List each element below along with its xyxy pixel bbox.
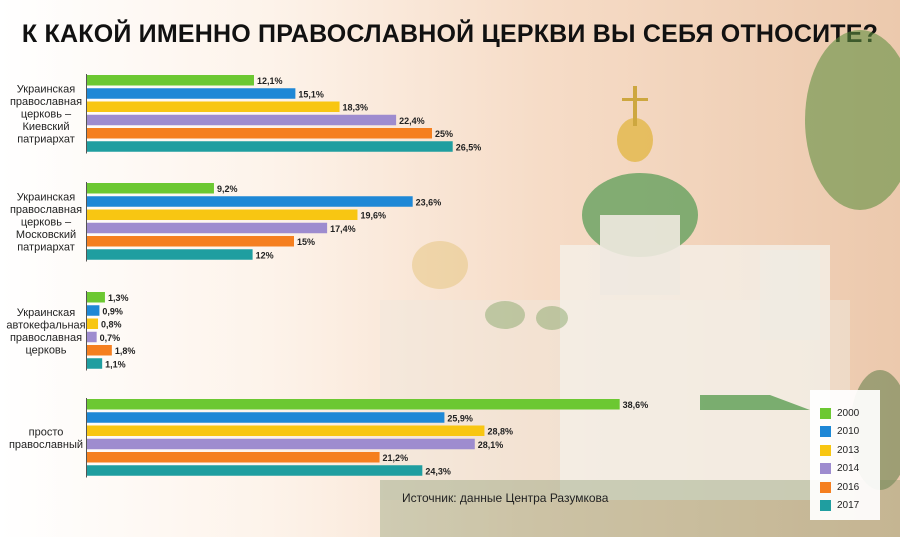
data-label: 1,1% <box>105 359 126 369</box>
bar-2013 <box>87 425 485 436</box>
legend-item-2017: 2017 <box>820 499 859 513</box>
data-label: 28,8% <box>487 427 513 437</box>
bar-2010 <box>87 196 413 207</box>
category-label: Украинская автокефальная православная церко… <box>6 307 85 357</box>
legend-swatch <box>820 481 831 493</box>
data-label: 28,1% <box>478 440 504 450</box>
legend-label: 2017 <box>837 500 860 511</box>
data-label: 38,6% <box>623 400 649 410</box>
bar-2010 <box>87 412 445 423</box>
legend-item-2010: 2010 <box>820 425 859 439</box>
data-label: 19,6% <box>360 211 386 221</box>
bar-2017 <box>87 465 423 476</box>
legend-label: 2010 <box>837 426 860 437</box>
data-label: 0,8% <box>101 320 122 330</box>
bar-2014 <box>87 114 397 126</box>
data-label: 1,8% <box>115 346 136 356</box>
data-label: 1,3% <box>108 293 129 303</box>
data-label: 0,7% <box>100 333 121 343</box>
legend-swatch <box>820 426 831 437</box>
bar-2013 <box>87 209 358 220</box>
legend-label: 2016 <box>837 481 860 493</box>
bar-2000 <box>87 75 254 86</box>
legend-item-2013: 2013 <box>820 443 859 457</box>
legend: 2000 2010 2013 2014 2016 2017 <box>810 390 880 520</box>
data-label: 15% <box>297 237 315 247</box>
bar-2000 <box>87 183 214 194</box>
bar-2014 <box>87 222 328 234</box>
bar-2017 <box>87 358 103 369</box>
legend-label: 2013 <box>837 444 860 456</box>
data-label: 12% <box>256 250 274 260</box>
data-label: 25% <box>435 129 453 139</box>
category-label: Украинская православная церковь – Московски… <box>10 192 82 254</box>
data-label: 15,1% <box>298 89 324 99</box>
bar-2016 <box>87 236 294 247</box>
bar-2014 <box>87 331 97 343</box>
chart-title: К КАКОЙ ИМЕННО ПРАВОСЛАВНОЙ ЦЕРКВИ ВЫ СЕ… <box>21 20 879 48</box>
category-label: просто православный <box>9 426 83 451</box>
legend-label: 2014 <box>837 463 860 474</box>
bar-2016 <box>87 128 432 139</box>
legend-label: 2000 <box>837 407 860 419</box>
bar-2010 <box>87 88 296 99</box>
data-label: 0,9% <box>102 306 123 316</box>
source-note: Источник: данные Центра Разумкова <box>402 491 609 505</box>
data-label: 12,1% <box>257 76 283 86</box>
bar-2013 <box>87 318 99 329</box>
data-label: 21,2% <box>383 453 409 463</box>
data-label: 25,9% <box>447 413 473 423</box>
data-label: 22,4% <box>399 116 425 126</box>
legend-item-2016: 2016 <box>820 480 859 494</box>
bar-2000 <box>87 399 620 410</box>
category-label: Украинская православная церковь – Киевский п… <box>10 84 82 146</box>
legend-swatch <box>820 407 831 419</box>
bar-2010 <box>87 305 100 316</box>
data-label: 26,5% <box>456 142 482 152</box>
legend-swatch <box>820 444 831 456</box>
data-label: 17,4% <box>330 224 356 234</box>
data-label: 24,3% <box>425 466 451 476</box>
bar-2017 <box>87 141 453 152</box>
bar-2000 <box>87 292 105 303</box>
bar-2016 <box>87 345 112 356</box>
bar-2017 <box>87 249 253 260</box>
data-label: 23,6% <box>416 197 442 207</box>
data-label: 18,3% <box>343 103 369 113</box>
bar-2013 <box>87 101 340 112</box>
legend-item-2014: 2014 <box>820 462 859 476</box>
data-label: 9,2% <box>217 184 238 194</box>
legend-swatch <box>820 500 831 511</box>
legend-item-2000: 2000 <box>820 406 859 420</box>
bar-2014 <box>87 438 475 450</box>
legend-swatch <box>820 463 831 474</box>
bar-2016 <box>87 452 380 463</box>
